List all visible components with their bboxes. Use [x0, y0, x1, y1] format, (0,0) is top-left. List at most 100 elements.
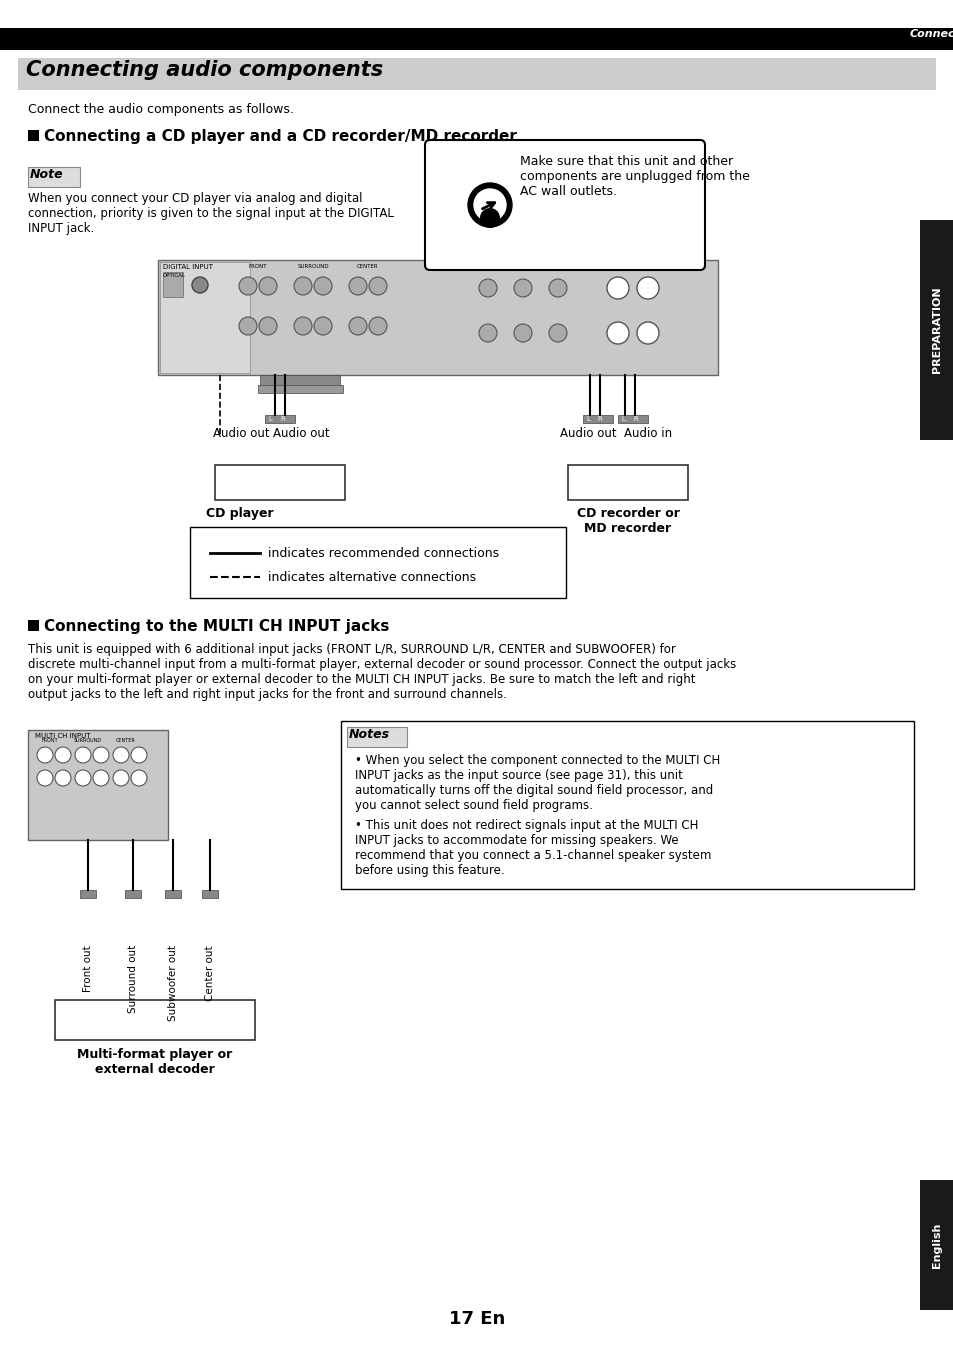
- Text: • This unit does not redirect signals input at the MULTI CH
INPUT jacks to accom: • This unit does not redirect signals in…: [355, 820, 711, 878]
- Bar: [163, 272, 183, 297]
- Text: Connecting audio components: Connecting audio components: [26, 61, 383, 80]
- Bar: [202, 890, 218, 898]
- Text: Center out: Center out: [205, 945, 214, 1000]
- Circle shape: [92, 770, 109, 786]
- Text: indicates recommended connections: indicates recommended connections: [268, 547, 498, 559]
- Circle shape: [75, 747, 91, 763]
- Text: R: R: [597, 417, 601, 422]
- Text: Audio out: Audio out: [213, 427, 270, 439]
- Text: Connecting a CD player and a CD recorder/MD recorder: Connecting a CD player and a CD recorder…: [44, 129, 517, 144]
- Bar: [80, 890, 96, 898]
- Text: indicates alternative connections: indicates alternative connections: [268, 572, 476, 584]
- Bar: [158, 260, 718, 375]
- Circle shape: [468, 183, 512, 226]
- Text: Connections: Connections: [909, 30, 953, 39]
- Bar: [28, 129, 39, 142]
- Text: L: L: [268, 417, 272, 422]
- Text: 17 En: 17 En: [449, 1310, 504, 1328]
- Text: Connect the audio components as follows.: Connect the audio components as follows.: [28, 102, 294, 116]
- Text: Audio out: Audio out: [559, 427, 616, 439]
- Text: English: English: [931, 1223, 941, 1267]
- Circle shape: [258, 317, 276, 336]
- Circle shape: [192, 276, 208, 293]
- Bar: [55, 1000, 254, 1041]
- FancyBboxPatch shape: [424, 140, 704, 270]
- Text: • When you select the component connected to the MULTI CH
INPUT jacks as the inp: • When you select the component connecte…: [355, 754, 720, 811]
- Circle shape: [37, 770, 53, 786]
- Circle shape: [314, 317, 332, 336]
- Circle shape: [548, 279, 566, 297]
- Text: Audio out: Audio out: [273, 427, 330, 439]
- Circle shape: [239, 276, 256, 295]
- Bar: [28, 167, 80, 187]
- Bar: [567, 465, 687, 500]
- Circle shape: [92, 747, 109, 763]
- Circle shape: [637, 322, 659, 344]
- Text: PREPARATION: PREPARATION: [931, 287, 941, 373]
- Circle shape: [369, 276, 387, 295]
- Text: FRONT: FRONT: [42, 737, 58, 743]
- Bar: [260, 375, 339, 387]
- Text: Subwoofer out: Subwoofer out: [168, 945, 178, 1020]
- Bar: [28, 620, 39, 631]
- Bar: [160, 262, 250, 373]
- Bar: [347, 727, 407, 747]
- Bar: [265, 415, 294, 423]
- Text: Front out: Front out: [83, 945, 92, 992]
- Text: Notes: Notes: [349, 728, 390, 741]
- Text: This unit is equipped with 6 additional input jacks (FRONT L/R, SURROUND L/R, CE: This unit is equipped with 6 additional …: [28, 643, 736, 701]
- Circle shape: [112, 747, 129, 763]
- Text: OPTICAL: OPTICAL: [163, 274, 186, 278]
- Text: Make sure that this unit and other
components are unplugged from the
AC wall out: Make sure that this unit and other compo…: [519, 155, 749, 198]
- Circle shape: [294, 317, 312, 336]
- Circle shape: [75, 770, 91, 786]
- Text: SURROUND: SURROUND: [74, 737, 102, 743]
- Text: When you connect your CD player via analog and digital
connection, priority is g: When you connect your CD player via anal…: [28, 191, 394, 235]
- Circle shape: [112, 770, 129, 786]
- Bar: [919, 220, 953, 439]
- Circle shape: [548, 324, 566, 342]
- Circle shape: [369, 317, 387, 336]
- Circle shape: [314, 276, 332, 295]
- FancyArrowPatch shape: [482, 202, 495, 209]
- Text: Connecting to the MULTI CH INPUT jacks: Connecting to the MULTI CH INPUT jacks: [44, 619, 389, 634]
- Circle shape: [514, 324, 532, 342]
- Circle shape: [478, 324, 497, 342]
- Bar: [257, 386, 343, 394]
- Circle shape: [637, 276, 659, 299]
- Circle shape: [55, 770, 71, 786]
- Text: FRONT: FRONT: [249, 264, 267, 270]
- Circle shape: [514, 279, 532, 297]
- Text: MULTI CH INPUT: MULTI CH INPUT: [35, 733, 91, 739]
- Circle shape: [349, 317, 367, 336]
- Circle shape: [37, 747, 53, 763]
- Circle shape: [474, 189, 505, 221]
- Text: CD player: CD player: [206, 507, 274, 520]
- Text: L: L: [585, 417, 589, 422]
- Bar: [125, 890, 141, 898]
- Text: CD recorder or
MD recorder: CD recorder or MD recorder: [576, 507, 679, 535]
- Text: SURROUND: SURROUND: [297, 264, 329, 270]
- Text: CENTER: CENTER: [116, 737, 135, 743]
- Circle shape: [349, 276, 367, 295]
- Circle shape: [131, 770, 147, 786]
- Text: R: R: [633, 417, 638, 422]
- Circle shape: [478, 279, 497, 297]
- Bar: [214, 465, 345, 500]
- Bar: [919, 1180, 953, 1310]
- Circle shape: [55, 747, 71, 763]
- Bar: [618, 415, 647, 423]
- Text: R: R: [280, 417, 284, 422]
- Text: Note: Note: [30, 168, 64, 181]
- Text: DIGITAL INPUT: DIGITAL INPUT: [163, 264, 213, 270]
- Circle shape: [294, 276, 312, 295]
- Circle shape: [131, 747, 147, 763]
- FancyBboxPatch shape: [340, 721, 913, 888]
- Bar: [18, 58, 935, 90]
- Bar: [28, 731, 168, 840]
- Text: Audio in: Audio in: [623, 427, 672, 439]
- Circle shape: [606, 322, 628, 344]
- Text: L: L: [620, 417, 624, 422]
- Bar: [0, 28, 953, 50]
- FancyBboxPatch shape: [190, 527, 565, 599]
